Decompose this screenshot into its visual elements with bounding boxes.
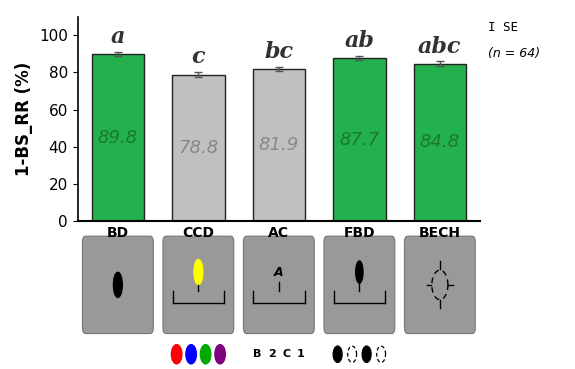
Text: 81.9: 81.9 [259, 136, 299, 154]
Circle shape [334, 346, 342, 362]
Bar [172, 75, 225, 221]
Circle shape [215, 345, 225, 364]
FancyBboxPatch shape [404, 236, 476, 334]
Text: FBD: FBD [344, 226, 375, 240]
Text: a: a [110, 26, 125, 48]
Text: 87.7: 87.7 [339, 131, 380, 149]
FancyBboxPatch shape [82, 236, 154, 334]
Text: 78.8: 78.8 [178, 139, 218, 157]
Text: C: C [282, 349, 290, 359]
Ellipse shape [194, 259, 203, 284]
Bar [92, 54, 144, 221]
Text: A: A [274, 266, 283, 279]
Bar [414, 63, 466, 221]
Text: 1: 1 [297, 349, 305, 359]
Bar [334, 58, 385, 221]
FancyBboxPatch shape [163, 236, 234, 334]
Text: 84.8: 84.8 [420, 134, 460, 151]
FancyBboxPatch shape [243, 236, 315, 334]
Text: B: B [253, 349, 261, 359]
Ellipse shape [113, 272, 122, 297]
Text: ab: ab [344, 30, 374, 52]
Text: BECH: BECH [419, 226, 461, 240]
Text: AC: AC [269, 226, 289, 240]
Bar [253, 69, 305, 221]
Ellipse shape [356, 261, 363, 283]
Text: BD: BD [107, 226, 129, 240]
Text: CCD: CCD [182, 226, 214, 240]
Text: 2: 2 [268, 349, 275, 359]
FancyBboxPatch shape [324, 236, 395, 334]
Text: bc: bc [264, 41, 293, 63]
Y-axis label: 1-BS_RR (%): 1-BS_RR (%) [16, 62, 33, 176]
Text: c: c [191, 46, 205, 68]
Text: 89.8: 89.8 [98, 129, 138, 147]
Text: I SE: I SE [488, 21, 518, 34]
Text: abc: abc [418, 35, 462, 58]
Circle shape [186, 345, 196, 364]
Circle shape [171, 345, 182, 364]
Circle shape [362, 346, 371, 362]
Circle shape [201, 345, 211, 364]
Text: (n = 64): (n = 64) [488, 47, 540, 60]
